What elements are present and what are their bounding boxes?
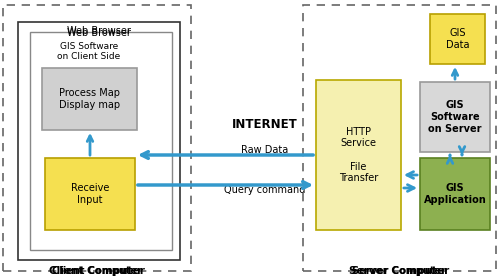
- Bar: [430, 14, 485, 64]
- Bar: [420, 158, 490, 230]
- Bar: [316, 80, 401, 230]
- Text: GIS
Data: GIS Data: [446, 28, 469, 50]
- Bar: [42, 68, 137, 130]
- Bar: [45, 158, 135, 230]
- Bar: [303, 5, 496, 271]
- Bar: [420, 82, 490, 152]
- Text: GIS
Application: GIS Application: [424, 183, 486, 205]
- Text: Raw Data: Raw Data: [242, 145, 288, 155]
- Bar: [3, 5, 191, 271]
- Bar: [30, 32, 172, 250]
- Text: Client Computer: Client Computer: [49, 266, 145, 276]
- Text: GIS
Software
on Server: GIS Software on Server: [428, 101, 482, 134]
- Text: Server Computer: Server Computer: [352, 266, 446, 276]
- Text: Server Computer: Server Computer: [350, 266, 450, 276]
- Text: Web Browser: Web Browser: [67, 28, 131, 38]
- Text: Query command: Query command: [224, 185, 306, 195]
- Text: GIS Software
on Client Side: GIS Software on Client Side: [58, 42, 120, 61]
- Text: Receive
Input: Receive Input: [71, 183, 109, 205]
- Text: Client Computer: Client Computer: [52, 266, 142, 276]
- Text: Web Browser: Web Browser: [67, 26, 131, 36]
- Text: HTTP
Service

File
Transfer: HTTP Service File Transfer: [339, 127, 378, 183]
- Text: Process Map
Display map: Process Map Display map: [59, 88, 120, 110]
- Text: INTERNET: INTERNET: [232, 118, 298, 132]
- Bar: [18, 22, 180, 260]
